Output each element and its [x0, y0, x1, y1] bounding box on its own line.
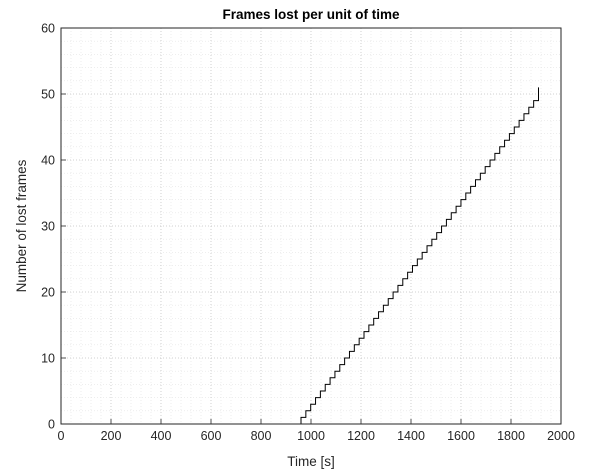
series-line [61, 87, 539, 425]
x-axis-label: Time [s] [287, 454, 335, 469]
series-layer [61, 87, 539, 425]
y-tick-label: 30 [41, 220, 55, 234]
x-tick-label: 1600 [447, 429, 475, 443]
x-tick-label: 800 [251, 429, 272, 443]
y-tick-label: 20 [41, 286, 55, 300]
x-tick-label: 2000 [547, 429, 575, 443]
y-tick-label: 0 [48, 418, 55, 432]
x-tick-label: 1000 [297, 429, 325, 443]
x-axis: 0 200 400 600 800 1000 1200 1400 1600 1800 2000 [58, 419, 575, 443]
x-tick-label: 400 [151, 429, 172, 443]
y-tick-label: 40 [41, 154, 55, 168]
y-axis: 0 10 20 30 40 50 60 [41, 22, 66, 432]
x-tick-label: 1200 [347, 429, 375, 443]
x-tick-label: 200 [101, 429, 122, 443]
y-tick-label: 10 [41, 352, 55, 366]
y-axis-label: Number of lost frames [14, 159, 29, 292]
chart-title: Frames lost per unit of time [222, 7, 400, 22]
x-tick-label: 1400 [397, 429, 425, 443]
y-tick-label: 60 [41, 22, 55, 36]
x-tick-label: 1800 [497, 429, 525, 443]
x-tick-label: 600 [201, 429, 222, 443]
x-tick-label: 0 [58, 429, 65, 443]
y-tick-label: 50 [41, 88, 55, 102]
